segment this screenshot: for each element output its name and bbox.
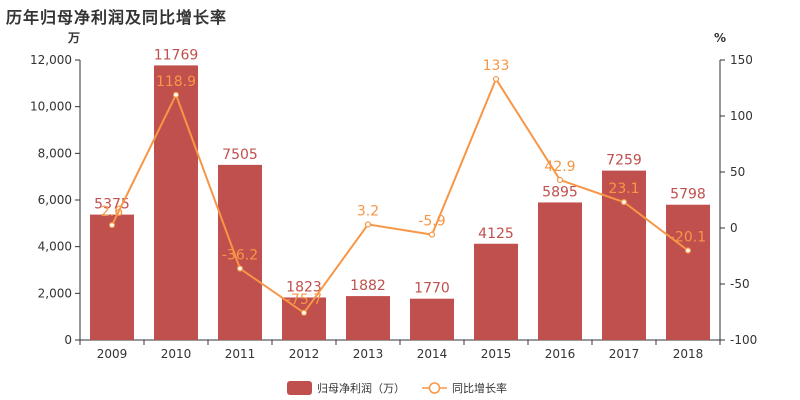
left-y-tick-label: 4,000: [38, 240, 72, 254]
growth-line: [111, 76, 689, 315]
x-tick-label: 2013: [353, 347, 384, 361]
growth-label: -20.1: [670, 230, 706, 246]
left-y-tick-label: 10,000: [30, 100, 72, 114]
bar-label: 7505: [222, 147, 258, 163]
bar-label: 1770: [414, 281, 450, 297]
growth-label: -36.2: [222, 248, 258, 264]
growth-point: [428, 231, 436, 238]
x-tick-label: 2014: [417, 347, 448, 361]
chart-title: 历年归母净利润及同比增长率: [6, 8, 228, 27]
x-tick-label: 2016: [545, 347, 576, 361]
legend-line-marker: [428, 382, 441, 394]
bar: [410, 298, 454, 340]
x-tick-label: 2017: [609, 347, 640, 361]
bar: [90, 214, 134, 340]
legend-bar-label: 归母净利润（万）: [317, 381, 405, 395]
bar: [282, 297, 326, 340]
bar: [346, 296, 390, 340]
x-tick-label: 2011: [225, 347, 256, 361]
bar: [218, 164, 262, 340]
bar-label: 4125: [478, 226, 514, 242]
right-y-tick-label: -100: [730, 333, 757, 347]
growth-point: [300, 309, 308, 316]
left-y-tick-label: 6,000: [38, 193, 72, 207]
right-y-tick-label: 0: [730, 221, 738, 235]
bar-label: 1823: [286, 279, 322, 295]
growth-label: -75.7: [286, 292, 322, 308]
left-y-tick-label: 2,000: [38, 286, 72, 300]
growth-point: [364, 221, 372, 228]
left-y-tick-label: 0: [64, 333, 72, 347]
bar-label: 5895: [542, 184, 578, 200]
bar-label: 1882: [350, 278, 386, 294]
bar: [538, 202, 582, 340]
growth-point: [172, 91, 180, 98]
growth-point: [684, 247, 692, 254]
growth-label: 23.1: [608, 181, 639, 197]
left-y-tick-label: 8,000: [38, 146, 72, 160]
bar: [666, 204, 710, 340]
right-y-tick-label: 150: [730, 53, 753, 67]
growth-point: [236, 265, 244, 272]
x-tick-label: 2015: [481, 347, 512, 361]
x-tick-label: 2018: [673, 347, 704, 361]
right-y-tick-label: -50: [730, 277, 750, 291]
growth-label: 2.6: [101, 204, 123, 220]
bar-label: 5798: [670, 187, 706, 203]
growth-label: 42.9: [544, 159, 575, 175]
right-y-tick-label: 50: [730, 165, 745, 179]
growth-label: -5.9: [418, 214, 445, 230]
left-y-tick-label: 12,000: [30, 53, 72, 67]
x-tick-label: 2009: [97, 347, 128, 361]
bar-label: 11769: [154, 47, 199, 63]
growth-label: 133: [483, 58, 510, 74]
x-tick-label: 2012: [289, 347, 320, 361]
legend-bar-swatch: [287, 381, 312, 395]
growth-label: 3.2: [357, 203, 379, 219]
right-y-tick-label: 100: [730, 109, 753, 123]
bar: [474, 243, 518, 340]
left-axis-unit: 万: [67, 31, 80, 45]
bar-label: 7259: [606, 153, 642, 169]
growth-point: [620, 199, 628, 206]
growth-point: [556, 176, 564, 184]
growth-point: [492, 75, 500, 83]
growth-point: [108, 221, 116, 229]
growth-label: 118.9: [156, 74, 196, 90]
bar: [154, 65, 198, 340]
bar: [602, 170, 646, 340]
right-axis-unit: %: [714, 31, 726, 45]
legend-line-label: 同比增长率: [452, 381, 507, 395]
x-tick-label: 2010: [161, 347, 192, 361]
